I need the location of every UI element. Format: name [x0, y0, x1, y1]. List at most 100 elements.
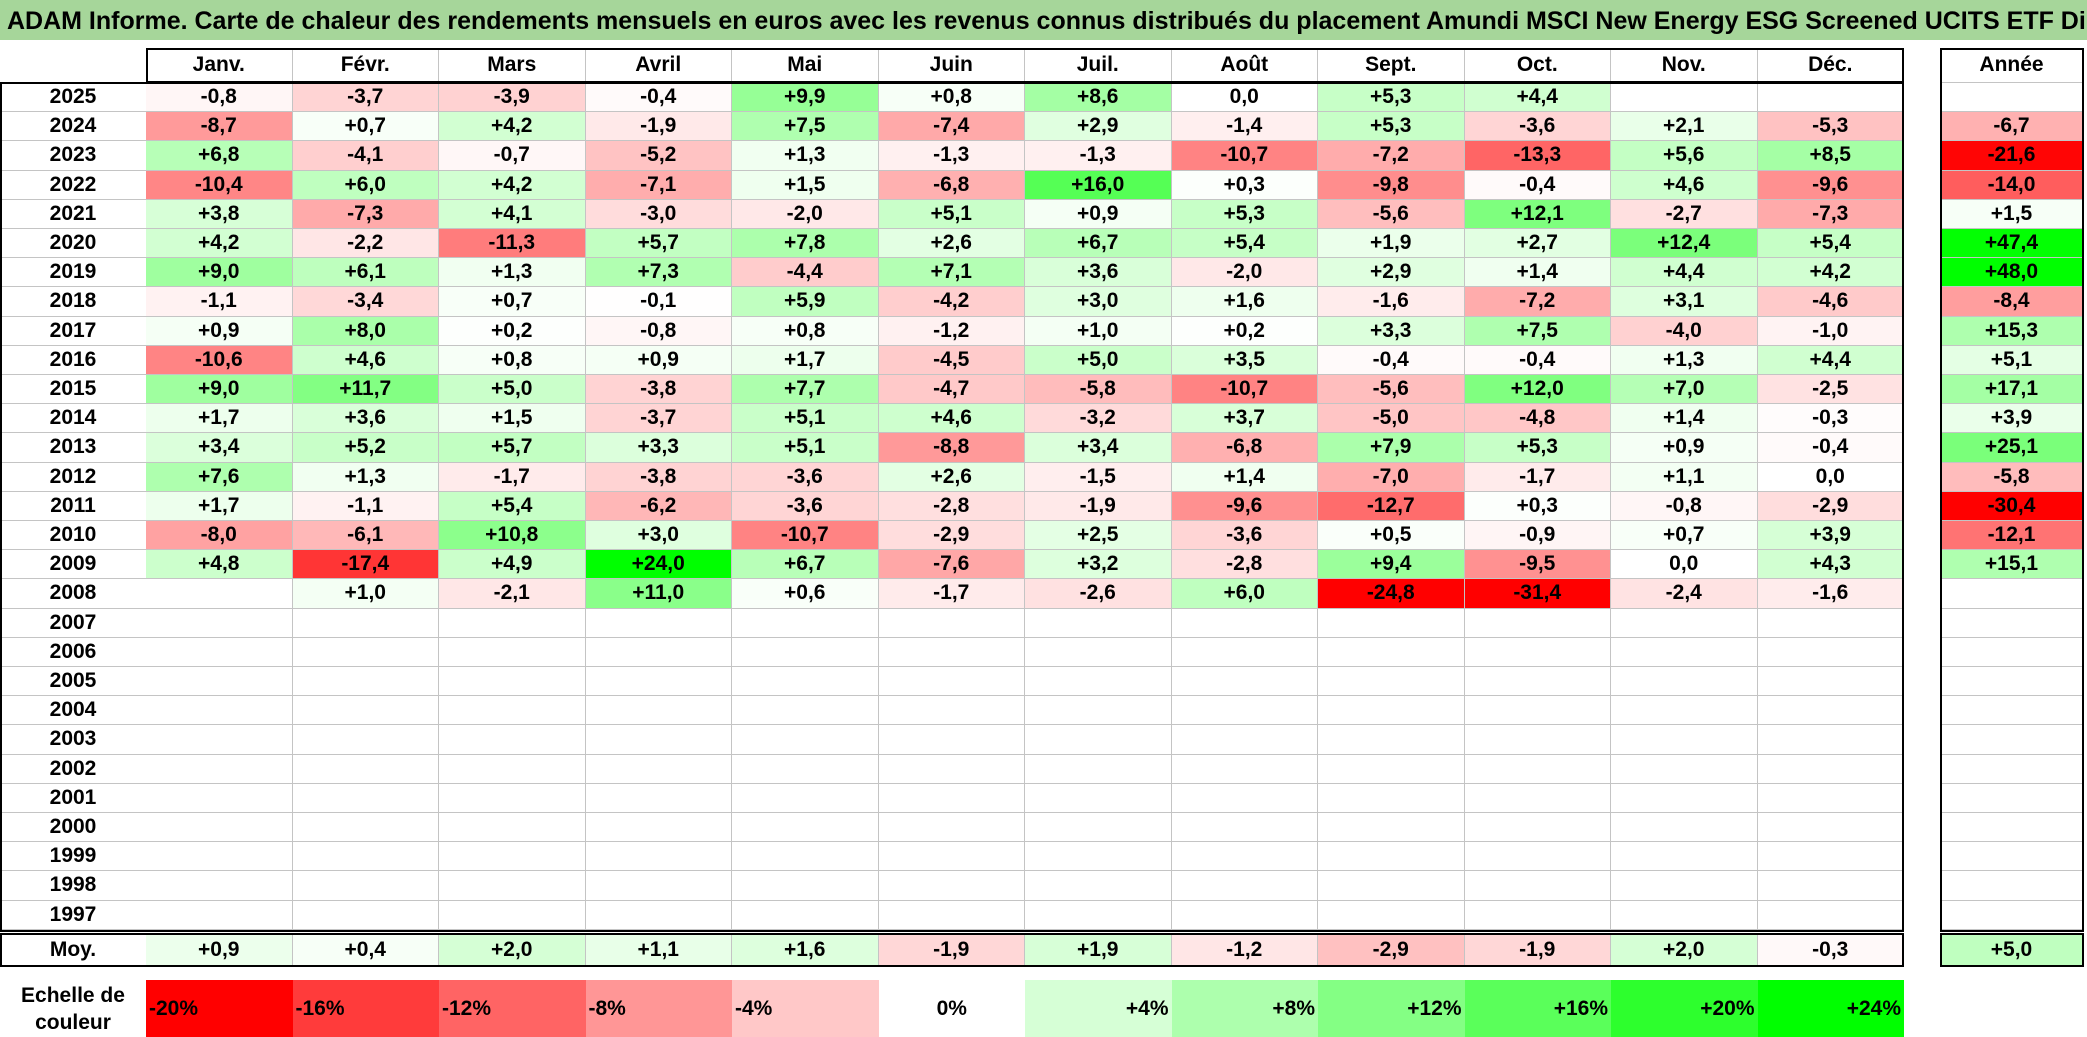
scale-step: +16%	[1464, 980, 1611, 1037]
average-cell: +0,9	[146, 935, 293, 966]
heatmap-cell: +6,7	[732, 550, 879, 580]
scale-step: +8%	[1171, 980, 1318, 1037]
heatmap-cell: +4,4	[1464, 83, 1611, 113]
heatmap-cell: +5,0	[439, 375, 586, 405]
heatmap-cell	[1611, 637, 1758, 667]
heatmap-cell: +9,4	[1318, 550, 1465, 580]
average-cell: +1,6	[732, 935, 879, 966]
heatmap-cell	[292, 783, 439, 813]
heatmap-cell: +0,9	[146, 316, 293, 346]
year-label: 2025	[0, 83, 146, 113]
heatmap-cell: -8,8	[878, 433, 1025, 463]
year-label: 2005	[0, 667, 146, 697]
year-label: 2024	[0, 112, 146, 142]
average-annual-cell: +5,0	[1940, 935, 2084, 966]
heatmap-cell: -4,2	[878, 287, 1025, 317]
heatmap-cell	[439, 842, 586, 872]
heatmap-cell: -7,2	[1318, 141, 1465, 171]
heatmap-cell: +1,0	[1025, 316, 1172, 346]
annual-cell: -21,6	[1940, 141, 2084, 171]
heatmap-cell	[1757, 900, 1904, 930]
heatmap-cell	[1171, 608, 1318, 638]
heatmap-cell: +6,8	[146, 141, 293, 171]
heatmap-cell: +0,8	[732, 316, 879, 346]
year-label: 2018	[0, 287, 146, 317]
heatmap-cell: +3,7	[1171, 404, 1318, 434]
scale-step: -8%	[585, 980, 732, 1037]
year-label: 2004	[0, 696, 146, 726]
heatmap-cell: -1,4	[1171, 112, 1318, 142]
heatmap-cell: -0,7	[439, 141, 586, 171]
annual-cell	[1940, 667, 2084, 697]
heatmap-cell	[1464, 608, 1611, 638]
heatmap-cell: -2,0	[1171, 258, 1318, 288]
heatmap-cell	[1757, 783, 1904, 813]
year-label: 2011	[0, 491, 146, 521]
heatmap-cell: -3,7	[292, 83, 439, 113]
annual-cell	[1940, 637, 2084, 667]
heatmap-cell: +8,6	[1025, 83, 1172, 113]
heatmap-cell	[1611, 667, 1758, 697]
heatmap-cell: +9,9	[732, 83, 879, 113]
heatmap-cell	[146, 813, 293, 843]
average-cell: +0,4	[292, 935, 439, 966]
year-label: 1997	[0, 900, 146, 930]
heatmap-cell: +5,4	[439, 491, 586, 521]
heatmap-cell: +4,2	[146, 229, 293, 259]
heatmap-cell	[292, 813, 439, 843]
year-label: 2000	[0, 813, 146, 843]
heatmap-cell: +9,0	[146, 375, 293, 405]
heatmap-cell	[732, 754, 879, 784]
annual-cell: +5,1	[1940, 345, 2084, 375]
heatmap-cell: -2,2	[292, 229, 439, 259]
average-cell: +1,1	[585, 935, 732, 966]
heatmap-cell: +1,0	[292, 579, 439, 609]
heatmap-cell: -2,8	[1171, 550, 1318, 580]
heatmap-cell: 0,0	[1171, 83, 1318, 113]
heatmap-cell	[146, 725, 293, 755]
heatmap-cell: -3,6	[732, 491, 879, 521]
heatmap-cell: +2,9	[1318, 258, 1465, 288]
heatmap-cell: -8,0	[146, 521, 293, 551]
heatmap-cell: +7,8	[732, 229, 879, 259]
heatmap-cell: -1,5	[1025, 462, 1172, 492]
heatmap-cell	[292, 842, 439, 872]
heatmap-cell: -5,6	[1318, 375, 1465, 405]
heatmap-cell	[1757, 637, 1904, 667]
heatmap-cell: +7,9	[1318, 433, 1465, 463]
year-label: 2006	[0, 637, 146, 667]
heatmap-cell	[1171, 637, 1318, 667]
annual-cell	[1940, 871, 2084, 901]
scale-step: -12%	[439, 980, 586, 1037]
heatmap-cell	[439, 667, 586, 697]
heatmap-cell	[1611, 608, 1758, 638]
heatmap-cell: +3,6	[292, 404, 439, 434]
heatmap-cell: +5,7	[439, 433, 586, 463]
heatmap-cell: +6,0	[1171, 579, 1318, 609]
heatmap-cell: +5,3	[1318, 112, 1465, 142]
heatmap-cell	[1318, 871, 1465, 901]
heatmap-cell	[1464, 871, 1611, 901]
heatmap-cell: +3,4	[146, 433, 293, 463]
scale-step: -20%	[146, 980, 293, 1037]
heatmap-cell: -3,9	[439, 83, 586, 113]
heatmap-cell	[1611, 754, 1758, 784]
heatmap-cell: +3,2	[1025, 550, 1172, 580]
heatmap-cell	[585, 754, 732, 784]
heatmap-cell	[292, 871, 439, 901]
heatmap-cell	[1318, 637, 1465, 667]
heatmap-cell: -0,8	[585, 316, 732, 346]
heatmap-cell: -1,7	[878, 579, 1025, 609]
heatmap-cell: -10,6	[146, 345, 293, 375]
heatmap-cell: -11,3	[439, 229, 586, 259]
heatmap-cell	[585, 783, 732, 813]
heatmap-cell: +0,9	[585, 345, 732, 375]
month-header: Févr.	[292, 48, 439, 83]
heatmap-cell	[1464, 842, 1611, 872]
heatmap-cell: +0,3	[1171, 170, 1318, 200]
heatmap-cell: -9,6	[1171, 491, 1318, 521]
heatmap-cell	[732, 871, 879, 901]
heatmap-cell	[878, 783, 1025, 813]
heatmap-cell: -2,5	[1757, 375, 1904, 405]
heatmap-cell	[585, 608, 732, 638]
